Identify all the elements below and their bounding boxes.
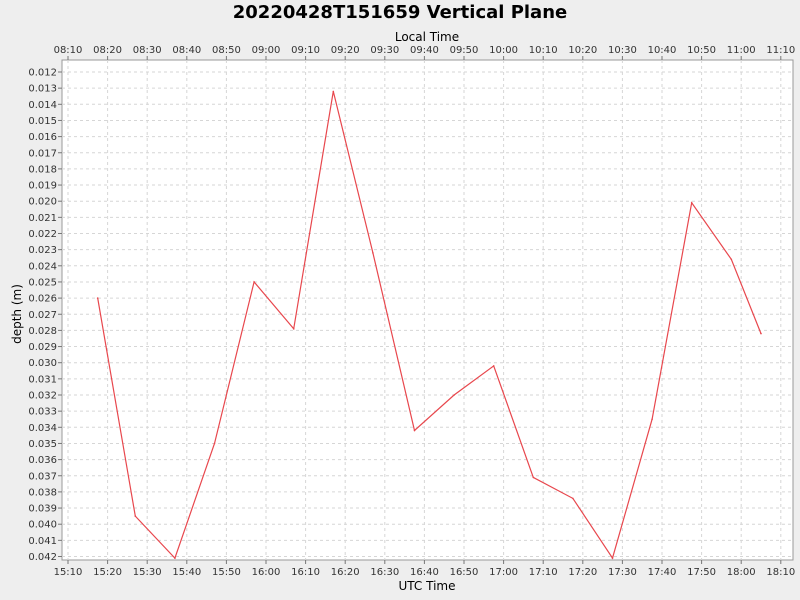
x-tick-label: 17:10 — [529, 567, 558, 578]
x-tick-label: 16:40 — [410, 567, 439, 578]
x-tick-label: 18:10 — [766, 567, 795, 578]
data-point — [760, 332, 762, 335]
y-tick-label: 0.021 — [28, 213, 57, 224]
x2-tick-label: 08:30 — [133, 45, 162, 56]
x-tick-label: 16:30 — [370, 567, 399, 578]
x2-tick-label: 10:30 — [608, 45, 637, 56]
x2-axis-label: Local Time — [395, 30, 459, 44]
data-point — [730, 258, 733, 261]
x-tick-label: 16:00 — [252, 567, 281, 578]
x-tick-label: 18:00 — [727, 567, 756, 578]
data-point — [332, 90, 335, 93]
x2-tick-label: 10:50 — [687, 45, 716, 56]
y-tick-label: 0.036 — [28, 455, 57, 466]
x2-tick-label: 10:00 — [489, 45, 518, 56]
x2-tick-label: 11:00 — [727, 45, 756, 56]
y-tick-label: 0.022 — [28, 229, 57, 240]
data-point — [413, 429, 416, 432]
y-tick-label: 0.042 — [28, 552, 57, 563]
data-point — [292, 328, 295, 330]
y-tick-label: 0.023 — [28, 245, 57, 256]
y-tick-label: 0.040 — [28, 520, 57, 531]
y-tick-label: 0.013 — [28, 84, 57, 95]
x2-tick-label: 09:30 — [370, 45, 399, 56]
x2-tick-label: 09:20 — [331, 45, 360, 56]
x2-tick-label: 08:10 — [54, 45, 83, 56]
y-tick-label: 0.024 — [28, 261, 57, 272]
y-tick-label: 0.015 — [28, 116, 57, 127]
y-tick-label: 0.016 — [28, 132, 57, 143]
series-layer — [96, 90, 762, 560]
x2-tick-label: 08:50 — [212, 45, 241, 56]
data-point — [213, 442, 216, 445]
y-tick-label: 0.038 — [28, 487, 57, 498]
x-tick-label: 17:00 — [489, 567, 518, 578]
y-tick-label: 0.025 — [28, 277, 57, 288]
data-point — [532, 476, 535, 479]
data-point — [134, 515, 137, 517]
x-axis-label: UTC Time — [399, 579, 456, 593]
x-tick-label: 16:10 — [291, 567, 320, 578]
data-point — [96, 297, 99, 299]
data-point — [611, 557, 614, 559]
y-tick-label: 0.029 — [28, 342, 57, 353]
x2-tick-label: 09:40 — [410, 45, 439, 56]
data-point — [174, 557, 176, 559]
x2-tick-label: 09:10 — [291, 45, 320, 56]
axis-ticks: 15:10 15:20 15:30 15:40 15:50 16:00 16:10 16:20… — [28, 45, 795, 578]
x-tick-label: 17:20 — [568, 567, 597, 578]
x-tick-label: 15:20 — [93, 567, 122, 578]
y-tick-label: 0.032 — [28, 391, 57, 402]
y-tick-label: 0.017 — [28, 148, 57, 159]
plot-area — [61, 59, 794, 561]
x-tick-label: 15:50 — [212, 567, 241, 578]
y-tick-label: 0.035 — [28, 439, 57, 450]
y-tick-label: 0.034 — [28, 423, 57, 434]
x-tick-label: 16:50 — [450, 567, 479, 578]
chart-title: 20220428T151659 Vertical Plane — [233, 2, 567, 23]
y-tick-label: 0.037 — [28, 471, 57, 482]
x2-tick-label: 10:40 — [648, 45, 677, 56]
y-tick-label: 0.018 — [28, 164, 57, 175]
y-tick-label: 0.012 — [28, 68, 57, 79]
series-line-0 — [97, 91, 762, 560]
y-tick-label: 0.020 — [28, 197, 57, 208]
x-tick-label: 16:20 — [331, 567, 360, 578]
x2-tick-label: 09:50 — [450, 45, 479, 56]
x2-tick-label: 08:20 — [93, 45, 122, 56]
y-tick-label: 0.031 — [28, 374, 57, 385]
x-tick-label: 17:50 — [687, 567, 716, 578]
y-tick-label: 0.014 — [28, 100, 57, 111]
x-tick-label: 15:40 — [172, 567, 201, 578]
y-axis-label: depth (m) — [10, 284, 24, 344]
data-point — [690, 202, 693, 204]
x2-tick-label: 08:40 — [172, 45, 201, 56]
y-tick-label: 0.027 — [28, 310, 57, 321]
x2-tick-label: 09:00 — [252, 45, 281, 56]
data-point — [572, 497, 574, 500]
y-tick-label: 0.030 — [28, 358, 57, 369]
data-point — [651, 418, 653, 421]
y-tick-label: 0.033 — [28, 407, 57, 418]
data-point — [492, 365, 495, 367]
y-tick-label: 0.041 — [28, 536, 57, 547]
data-point — [372, 252, 374, 254]
x-tick-label: 15:30 — [133, 567, 162, 578]
y-tick-label: 0.039 — [28, 504, 57, 515]
x2-tick-label: 10:10 — [529, 45, 558, 56]
x2-tick-label: 10:20 — [568, 45, 597, 56]
x-tick-label: 17:40 — [648, 567, 677, 578]
y-tick-label: 0.019 — [28, 181, 57, 192]
data-point — [453, 394, 455, 396]
x-tick-label: 15:10 — [54, 567, 83, 578]
y-tick-label: 0.026 — [28, 294, 57, 305]
y-tick-label: 0.028 — [28, 326, 57, 337]
x2-tick-label: 11:10 — [766, 45, 795, 56]
data-point — [253, 281, 255, 283]
grid — [62, 60, 793, 560]
x-tick-label: 17:30 — [608, 567, 637, 578]
